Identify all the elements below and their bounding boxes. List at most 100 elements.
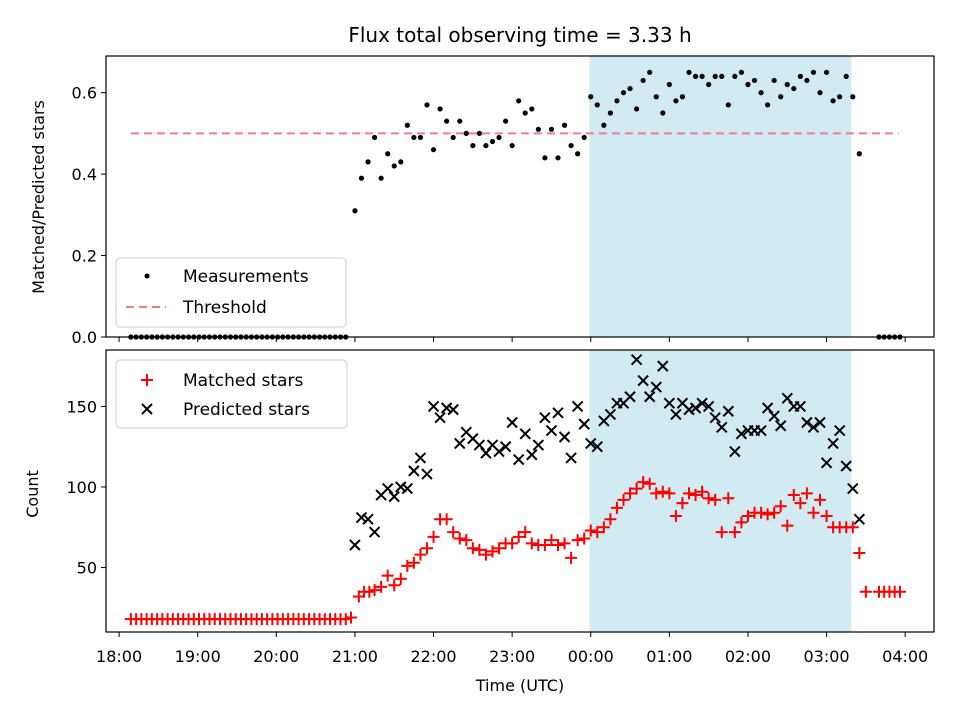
x-tick-label: 01:00 xyxy=(646,647,692,666)
x-tick-label: 02:00 xyxy=(725,647,771,666)
predicted-star-point xyxy=(440,402,453,414)
matched-star-point xyxy=(663,487,676,500)
matched-star-point xyxy=(453,532,466,545)
x-tick-label: 00:00 xyxy=(568,647,614,666)
predicted-star-point xyxy=(447,403,459,416)
x-tick-label: 20:00 xyxy=(253,647,299,666)
predicted-star-point xyxy=(775,420,787,432)
top-y-tick-label: 0.0 xyxy=(72,328,97,347)
matched-star-point xyxy=(344,611,357,624)
measurement-point xyxy=(699,73,705,79)
measurement-point xyxy=(804,77,810,84)
legend-matched-marker xyxy=(141,374,153,386)
bottom-y-tick-label: 150 xyxy=(66,397,97,416)
predicted-star-point xyxy=(761,402,774,414)
measurement-point xyxy=(843,73,849,79)
matched-star-point xyxy=(506,537,519,550)
measurement-point xyxy=(810,69,817,75)
predicted-star-point xyxy=(657,360,669,372)
measurement-point xyxy=(555,155,561,161)
matched-star-point xyxy=(363,585,376,598)
predicted-star-point xyxy=(512,453,525,466)
matched-star-point xyxy=(814,493,827,506)
measurement-point xyxy=(581,134,587,141)
measurement-point xyxy=(502,118,509,124)
matched-star-point xyxy=(741,509,754,522)
matched-star-point xyxy=(656,485,669,498)
measurement-point xyxy=(404,122,410,128)
predicted-star-point xyxy=(801,416,813,429)
measurement-point xyxy=(758,90,764,96)
x-axis-label: Time (UTC) xyxy=(475,676,564,695)
predicted-star-point xyxy=(401,482,414,495)
measurement-point xyxy=(771,77,777,84)
matched-star-point xyxy=(683,487,696,500)
matched-star-point xyxy=(722,492,735,505)
x-tick-label: 23:00 xyxy=(489,647,535,666)
legend-threshold-label: Threshold xyxy=(182,298,267,318)
predicted-star-point xyxy=(840,460,852,472)
top-axes-frame xyxy=(105,55,935,338)
measurement-point xyxy=(463,130,469,136)
predicted-star-point xyxy=(427,400,440,413)
predicted-star-point xyxy=(578,418,590,430)
matched-star-point xyxy=(800,487,813,500)
predicted-star-point xyxy=(473,439,486,451)
matched-star-point xyxy=(617,493,630,506)
measurement-point xyxy=(634,106,640,112)
measurement-point xyxy=(398,159,404,165)
measurement-point xyxy=(719,73,725,79)
x-tick-label: 04:00 xyxy=(882,647,928,666)
measurement-point xyxy=(837,94,843,100)
measurement-point xyxy=(535,126,541,132)
predicted-star-point xyxy=(480,447,492,459)
matched-star-point xyxy=(512,530,525,543)
legend-measurements-label: Measurements xyxy=(183,267,309,287)
predicted-star-point xyxy=(670,408,682,421)
predicted-star-point xyxy=(539,411,551,424)
matched-star-point xyxy=(538,538,551,551)
measurement-point xyxy=(575,151,581,157)
matched-star-point xyxy=(479,548,492,561)
predicted-star-point xyxy=(434,411,446,424)
measurement-point xyxy=(365,159,371,165)
measurement-point xyxy=(765,102,771,108)
measurement-point xyxy=(378,175,384,181)
matched-star-point xyxy=(375,580,388,593)
matched-star-point xyxy=(440,513,453,526)
predicted-star-point xyxy=(735,428,748,440)
measurement-point xyxy=(450,134,456,141)
x-tick-label: 22:00 xyxy=(410,647,456,666)
predicted-star-point xyxy=(493,445,505,458)
measurement-point xyxy=(791,85,797,92)
matched-star-point xyxy=(689,489,702,502)
predicted-star-point xyxy=(585,437,597,450)
matched-star-point xyxy=(551,538,564,551)
x-tick-label: 19:00 xyxy=(175,647,221,666)
predicted-star-point xyxy=(506,416,518,429)
predicted-star-point xyxy=(637,374,649,387)
predicted-star-point xyxy=(781,392,793,405)
measurement-point xyxy=(778,94,784,100)
matched-star-point xyxy=(584,524,597,537)
top-panel: 0.0 0.2 0.4 0.6 Matched/Predicted stars Mea… xyxy=(29,55,935,347)
top-highlight-span xyxy=(589,56,852,337)
measurement-point xyxy=(607,110,613,116)
predicted-star-point xyxy=(421,468,433,480)
measurement-point xyxy=(666,81,672,88)
chart-title: Flux total observing time = 3.33 h xyxy=(348,23,691,47)
matched-star-point xyxy=(755,506,768,519)
matched-star-point xyxy=(473,543,486,556)
measurement-point xyxy=(692,73,699,79)
matched-star-point xyxy=(427,530,440,543)
top-y-tick-label: 0.4 xyxy=(72,165,97,184)
legend-measurements-marker xyxy=(144,273,150,279)
measurement-point xyxy=(430,147,437,153)
predicted-star-point xyxy=(794,400,807,413)
predicted-star-point xyxy=(349,539,361,551)
bottom-y-tick-label: 100 xyxy=(66,478,97,497)
measurement-point xyxy=(614,98,620,104)
x-tick-label: 21:00 xyxy=(332,647,378,666)
measurement-point xyxy=(745,81,751,88)
measurement-point xyxy=(476,130,482,136)
